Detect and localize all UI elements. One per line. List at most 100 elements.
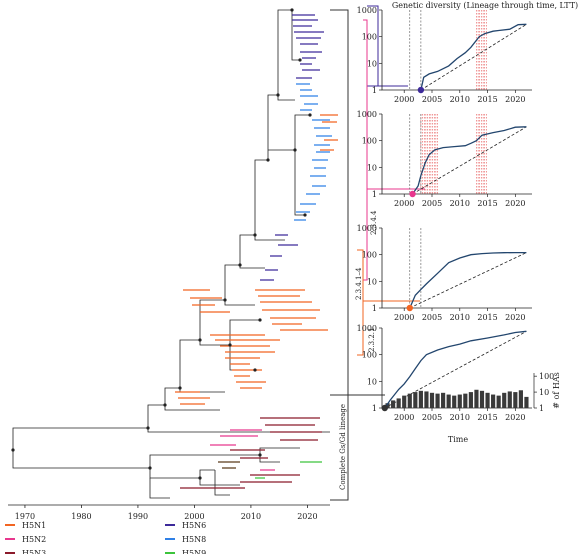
ha-count-bar xyxy=(468,392,473,408)
ha-count-bar xyxy=(407,393,412,408)
clade-brackets: 2.3.4.4 2.3.4.1–4 2.3.2.1 Complete Gs/Gd… xyxy=(330,5,425,501)
ha-count-bar xyxy=(435,393,440,408)
clade-label-complete: Complete Gs/Gd lineage xyxy=(339,404,347,490)
ltt-start-marker xyxy=(381,404,388,412)
ha-count-bar xyxy=(485,392,490,408)
ha-count-bar xyxy=(452,395,457,408)
tree-axis-tick-label: 2000 xyxy=(184,512,204,521)
ltt-y-tick-label: 10 xyxy=(367,277,377,286)
ltt-y-tick-label: 1 xyxy=(372,404,377,413)
ltt-curve xyxy=(412,126,527,195)
ltt-x-tick-label: 2000 xyxy=(394,95,414,104)
ltt-x-tick-label: 2015 xyxy=(477,313,497,322)
legend-label: H5N3 xyxy=(22,549,46,554)
ltt-x-tick-label: 2015 xyxy=(477,413,497,422)
ha-count-bar xyxy=(429,392,435,408)
ha-count-bar xyxy=(396,398,401,408)
clade-label-2321: 2.3.2.1 xyxy=(368,328,376,353)
ltt-x-tick-label: 2020 xyxy=(505,95,525,104)
ltt-x-tick-label: 2005 xyxy=(422,199,442,208)
ha-count-bar xyxy=(391,400,396,408)
legend: H5N1H5N2H5N3H5N5H5N6H5N8H5N9 xyxy=(5,521,206,554)
clade-label-2341-4: 2.3.4.1–4 xyxy=(355,267,363,300)
ltt-x-tick-label: 2000 xyxy=(394,413,414,422)
tree-axis-tick-label: 2010 xyxy=(241,512,261,521)
phylogenetic-tree: 1970 1980 1990 2000 2010 2020 xyxy=(8,8,338,521)
ltt-curve xyxy=(420,23,527,91)
tree-axis-tick-label: 1980 xyxy=(71,512,91,521)
ltt-y-tick-label: 10 xyxy=(367,377,377,386)
legend-label: H5N6 xyxy=(182,521,206,530)
ha-count-bar xyxy=(385,403,390,408)
legend-label: H5N9 xyxy=(182,549,206,554)
legend-label: H5N2 xyxy=(22,535,46,544)
ha-count-bar xyxy=(496,395,501,408)
ltt-y-tick-label: 10 xyxy=(367,163,377,172)
ltt-panel-0: 1 10 100 1000 2000 2005 2010 2015 2020 xyxy=(357,6,532,104)
ltt-x-tick-label: 2000 xyxy=(394,199,414,208)
ltt-axes xyxy=(381,10,532,91)
ltt-x-tick-label: 2015 xyxy=(477,199,497,208)
ltt-x-tick-label: 2010 xyxy=(450,95,470,104)
tree-axis-tick-label: 1970 xyxy=(15,512,35,521)
ltt-expected-line xyxy=(412,126,527,195)
ltt-y-tick-label: 1000 xyxy=(357,6,377,15)
clade-label-2344: 2.3.4.4 xyxy=(370,210,378,235)
tree-axis-tick-label: 2020 xyxy=(297,512,317,521)
ha-count-bar xyxy=(502,392,507,408)
ltt-y-tick-label: 1000 xyxy=(357,224,377,233)
ltt-panels: Genetic diversity (Lineage through time,… xyxy=(357,1,579,444)
ltt-curve xyxy=(409,251,527,309)
ltt-y-tick-label: 1 xyxy=(372,86,377,95)
ltt-panel-1: 1 10 100 1000 2000 2005 2010 2015 2020 xyxy=(357,110,532,208)
ltt-x-tick-label: 2020 xyxy=(505,313,525,322)
ltt-x-tick-label: 2005 xyxy=(422,95,442,104)
ha-count-bar xyxy=(479,390,485,408)
tree-axis-tick-label: 1990 xyxy=(128,512,148,521)
ha-count-bar xyxy=(491,394,496,408)
ltt-y-tick-label: 100 xyxy=(362,33,377,42)
ltt-axes xyxy=(381,228,532,309)
ltt-y-tick-label: 1000 xyxy=(357,324,377,333)
ha-count-bar xyxy=(446,394,451,408)
ha-count-bar xyxy=(518,390,523,408)
ltt-y-tick-label: 1000 xyxy=(357,110,377,119)
ha-count-bar xyxy=(424,391,429,408)
ltt-y-tick-label: 100 xyxy=(362,351,377,360)
ha-count-bar xyxy=(513,392,518,408)
ha-count-bar xyxy=(463,393,468,408)
ltt-y-tick-label: 100 xyxy=(362,137,377,146)
ltt-start-marker xyxy=(409,190,416,198)
ha-count-bar xyxy=(413,392,418,408)
ltt-x-tick-label: 2015 xyxy=(477,95,497,104)
legend-label: H5N8 xyxy=(182,535,206,544)
ltt-curve xyxy=(384,330,527,409)
ltt-y-tick-label: 100 xyxy=(362,251,377,260)
ha-count-bar xyxy=(474,389,479,408)
ha-count-bar xyxy=(507,391,512,408)
legend-label: H5N1 xyxy=(22,521,46,530)
ltt-x-tick-label: 2000 xyxy=(394,313,414,322)
ltt-x-tick-label: 2020 xyxy=(505,199,525,208)
ltt-x-tick-label: 2005 xyxy=(422,413,442,422)
ltt-expected-line xyxy=(420,23,527,91)
ltt-x-axis-label: Time xyxy=(448,435,468,444)
ltt-y-tick-label: 1 xyxy=(372,190,377,199)
ha-count-bar xyxy=(418,390,423,408)
ltt-expected-line xyxy=(409,252,527,309)
ha-count-bar xyxy=(441,392,446,408)
ltt-start-marker xyxy=(417,86,425,94)
ha-axis-label: # of HAs xyxy=(552,372,561,408)
ltt-y-tick-label: 1 xyxy=(372,304,377,313)
ltt-axes xyxy=(381,114,532,195)
ltt-x-tick-label: 2005 xyxy=(422,313,442,322)
ltt-x-tick-label: 2010 xyxy=(450,313,470,322)
ha-count-bar xyxy=(457,394,462,408)
ha-count-bar xyxy=(524,396,529,408)
ha-count-bar xyxy=(402,395,407,408)
ltt-start-marker xyxy=(406,304,413,312)
ha-axis-tick-label: 10 xyxy=(539,388,549,397)
ha-axis-tick-label: 100 xyxy=(539,372,554,381)
